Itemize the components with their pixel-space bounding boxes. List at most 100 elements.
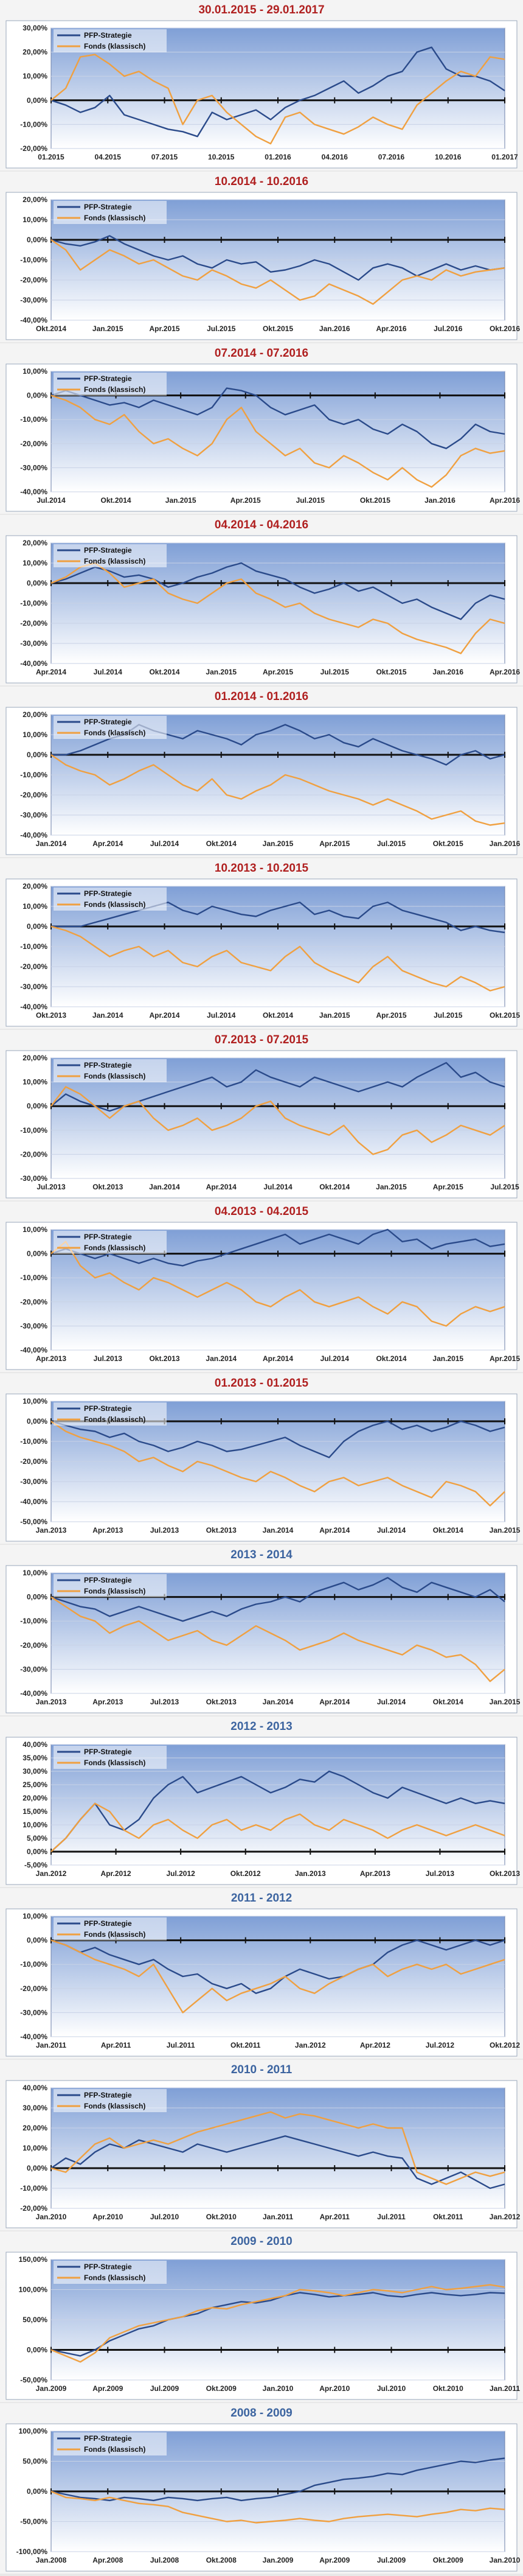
x-tick-label: Jul.2013 bbox=[150, 1526, 179, 1535]
chart-title: 10.2013 - 10.2015 bbox=[214, 862, 309, 875]
y-tick-label: 10,00% bbox=[23, 2144, 47, 2152]
legend-background bbox=[54, 1231, 167, 1254]
line-chart: 10,00% 0,00% -10,00% -20,00% -30,00% -40,00% -… bbox=[5, 1393, 521, 1542]
line-chart: 100,00%50,00%0,00%-50,00%-100,00%Jan.200… bbox=[5, 2423, 521, 2572]
series-line-fund bbox=[50, 2490, 505, 2524]
x-tick-label: Jan.2016 bbox=[319, 324, 350, 333]
series-line-fund bbox=[50, 2284, 505, 2363]
legend-label: Fonds (klassisch) bbox=[84, 1072, 145, 1080]
y-tick-label: 150,00% bbox=[19, 2255, 48, 2264]
x-tick-label: Jul.2016 bbox=[434, 324, 463, 333]
x-tick-label: Jul.2014 bbox=[150, 839, 179, 848]
x-tick-label: Apr.2014 bbox=[206, 1183, 237, 1191]
legend-label: PFP-Strategie bbox=[84, 1919, 132, 1928]
x-tick-label: Jan.2014 bbox=[149, 1183, 180, 1191]
x-tick-label: Apr.2013 bbox=[360, 1869, 390, 1878]
y-tick-label: -5,00% bbox=[24, 1861, 47, 1869]
y-tick-label: 0,00% bbox=[27, 1847, 47, 1856]
y-tick-label: -10,00% bbox=[20, 1960, 47, 1969]
y-tick-label: 100,00% bbox=[19, 2427, 48, 2435]
series-line-fund bbox=[50, 1939, 505, 2014]
x-tick-label: Apr.2013 bbox=[36, 1354, 66, 1363]
chart-title: 2013 - 2014 bbox=[230, 1549, 293, 1561]
x-tick-label: 04.2015 bbox=[95, 153, 122, 161]
x-tick-label: Okt.2016 bbox=[490, 324, 520, 333]
chart-title: 2012 - 2013 bbox=[230, 1720, 293, 1733]
legend-label: Fonds (klassisch) bbox=[84, 729, 145, 737]
x-tick-label: Okt.2015 bbox=[263, 324, 293, 333]
y-tick-label: 0,00% bbox=[27, 1936, 47, 1945]
y-tick-label: -10,00% bbox=[20, 599, 47, 607]
x-tick-label: Apr.2016 bbox=[490, 496, 520, 505]
legend-background bbox=[54, 1059, 167, 1082]
x-tick-label: Jul.2014 bbox=[263, 1183, 293, 1191]
y-tick-label: 20,00% bbox=[23, 48, 47, 57]
y-tick-label: 20,00% bbox=[23, 1794, 47, 1802]
legend-label: PFP-Strategie bbox=[84, 1748, 132, 1756]
x-tick-label: Jul.2015 bbox=[434, 1011, 463, 1020]
line-chart: 10,00%0,00%-10,00%-20,00%-30,00%-40,00%A… bbox=[5, 1222, 520, 1370]
x-tick-label: Apr.2015 bbox=[319, 839, 350, 848]
legend: PFP-Strategie Fonds (klassisch) bbox=[54, 1402, 167, 1426]
legend: PFP-Strategie Fonds (klassisch) bbox=[54, 29, 167, 52]
series-line-strategy bbox=[50, 2457, 505, 2502]
chart-title: 01.2014 - 01.2016 bbox=[214, 690, 309, 703]
legend-label: PFP-Strategie bbox=[84, 2091, 132, 2099]
legend-label: PFP-Strategie bbox=[84, 2434, 132, 2443]
y-tick-label: 30,00% bbox=[23, 24, 47, 32]
x-tick-label: Jan.2012 bbox=[36, 1869, 67, 1878]
y-tick-label: -20,00% bbox=[20, 276, 47, 284]
y-tick-label: -10,00% bbox=[20, 256, 47, 264]
y-tick-label: 0,00% bbox=[27, 96, 47, 105]
x-tick-label: Okt.2014 bbox=[319, 1183, 350, 1191]
y-tick-label: -30,00% bbox=[20, 811, 47, 819]
x-tick-label: Jul.2013 bbox=[94, 1354, 123, 1363]
y-tick-label: 0,00% bbox=[27, 922, 47, 931]
y-tick-label: -10,00% bbox=[20, 1617, 47, 1625]
y-tick-label: 50,00% bbox=[23, 2457, 47, 2466]
x-tick-label: Apr.2015 bbox=[230, 496, 261, 505]
y-tick-label: -30,00% bbox=[20, 1321, 47, 1330]
chart-panel: 04.2014 - 04.2016 20,00% 10,00% 0,00% -10,00… bbox=[0, 515, 523, 685]
x-tick-label: Okt.2010 bbox=[206, 2213, 237, 2221]
x-tick-label: Apr.2008 bbox=[92, 2556, 123, 2564]
y-tick-label: -50,00% bbox=[20, 1517, 47, 1526]
x-tick-label: Jul.2012 bbox=[166, 1869, 195, 1878]
y-tick-label: 0,00% bbox=[27, 2164, 47, 2172]
x-tick-label: Apr.2012 bbox=[101, 1869, 131, 1878]
x-tick-label: Apr.2014 bbox=[263, 1354, 293, 1363]
legend-label: Fonds (klassisch) bbox=[84, 1930, 145, 1939]
x-tick-label: Apr.2009 bbox=[92, 2384, 123, 2393]
chart-title: 30.01.2015 - 29.01.2017 bbox=[198, 4, 325, 16]
y-tick-label: 30,00% bbox=[23, 2104, 47, 2112]
legend: PFP-Strategie Fonds (klassisch) bbox=[54, 1746, 167, 1769]
legend: PFP-Strategie Fonds (klassisch) bbox=[54, 887, 167, 911]
x-tick-label: Okt.2013 bbox=[149, 1354, 179, 1363]
x-tick-label: Apr.2009 bbox=[319, 2556, 350, 2564]
x-tick-label: Jan.2015 bbox=[432, 1354, 463, 1363]
x-tick-label: Jul.2010 bbox=[377, 2384, 406, 2393]
series-line-strategy bbox=[51, 901, 505, 934]
y-tick-label: -30,00% bbox=[20, 982, 47, 991]
x-tick-label: Jul.2015 bbox=[207, 324, 236, 333]
legend: PFP-Strategie Fonds (klassisch) bbox=[54, 544, 167, 567]
chart-panel: 2009 - 2010 150,00% 100,00% 50,00% 0,00% -50,… bbox=[0, 2231, 523, 2402]
legend-label: Fonds (klassisch) bbox=[84, 1759, 145, 1767]
y-tick-label: -30,00% bbox=[20, 2008, 47, 2017]
legend-label: PFP-Strategie bbox=[84, 1061, 132, 1069]
x-tick-label: Apr.2012 bbox=[360, 2041, 390, 2049]
x-tick-label: 07.2015 bbox=[151, 153, 178, 161]
chart-panel: 01.2014 - 01.2016 20,00% 10,00% 0,00% -10,00… bbox=[0, 687, 523, 857]
x-tick-label: Apr.2015 bbox=[433, 1183, 463, 1191]
x-tick-label: Jan.2010 bbox=[36, 2213, 67, 2221]
y-tick-label: 0,00% bbox=[27, 2346, 47, 2354]
y-tick-label: 0,00% bbox=[27, 579, 47, 587]
legend: PFP-Strategie Fonds (klassisch) bbox=[54, 716, 167, 739]
x-tick-label: Okt.2008 bbox=[206, 2556, 237, 2564]
y-tick-label: -10,00% bbox=[20, 415, 47, 424]
y-tick-label: 20,00% bbox=[23, 710, 47, 719]
legend: PFP-Strategie Fonds (klassisch) bbox=[54, 2089, 167, 2112]
chart-title: 2008 - 2009 bbox=[230, 2407, 293, 2420]
legend: PFP-Strategie Fonds (klassisch) bbox=[54, 2261, 167, 2284]
